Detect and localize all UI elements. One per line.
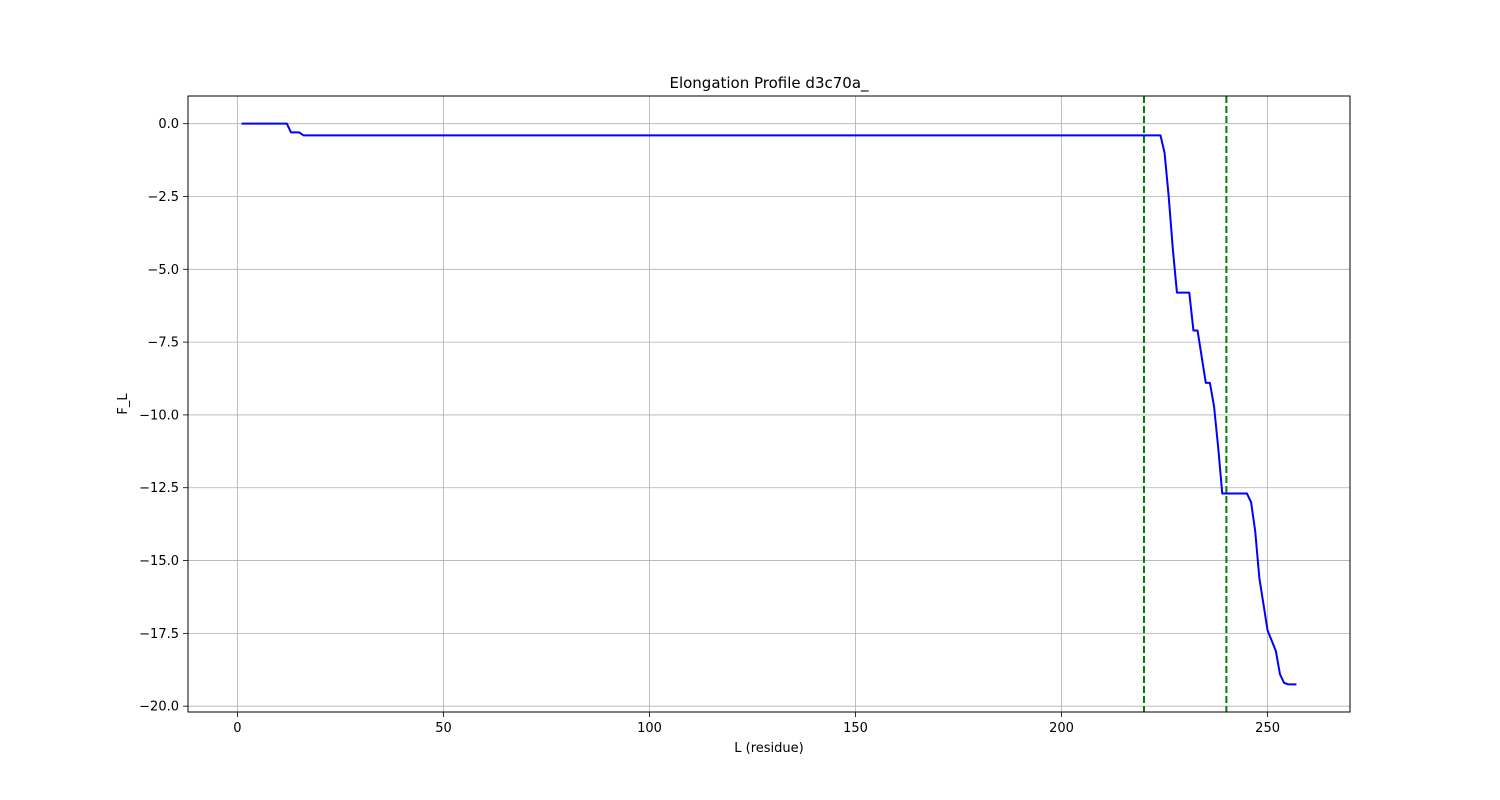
x-tick-label: 0 [233, 721, 241, 736]
x-axis-ticks: 0 50 100 150 200 250 [233, 712, 1280, 736]
plot-frame [187, 95, 1351, 713]
series-layer [241, 122, 1297, 686]
x-tick-label: 200 [1049, 721, 1074, 736]
x-tick-label: 150 [843, 721, 868, 736]
y-tick-label: −17.5 [139, 627, 179, 642]
x-axis-label: L (residue) [734, 741, 803, 756]
y-tick-label: −7.5 [147, 336, 179, 351]
y-axis-ticks: 0.0 −2.5 −5.0 −7.5 −10.0 −12.5 −15.0 −17.5 −20.0 [139, 117, 188, 715]
y-tick-label: −5.0 [147, 263, 179, 278]
y-tick-label: 0.0 [158, 117, 179, 132]
y-tick-label: −20.0 [139, 700, 179, 715]
series-line-f-l [241, 122, 1297, 686]
y-tick-label: −15.0 [139, 554, 179, 569]
y-tick-label: −12.5 [139, 481, 179, 496]
y-tick-label: −10.0 [139, 408, 179, 423]
x-tick-label: 100 [637, 721, 662, 736]
reference-lines [1142, 96, 1228, 712]
chart-title: Elongation Profile d3c70a_ [669, 74, 869, 93]
y-axis-label: F_L [116, 393, 131, 415]
grid [188, 96, 1350, 712]
x-tick-label: 50 [435, 721, 452, 736]
x-tick-label: 250 [1255, 721, 1280, 736]
y-tick-label: −2.5 [147, 190, 179, 205]
